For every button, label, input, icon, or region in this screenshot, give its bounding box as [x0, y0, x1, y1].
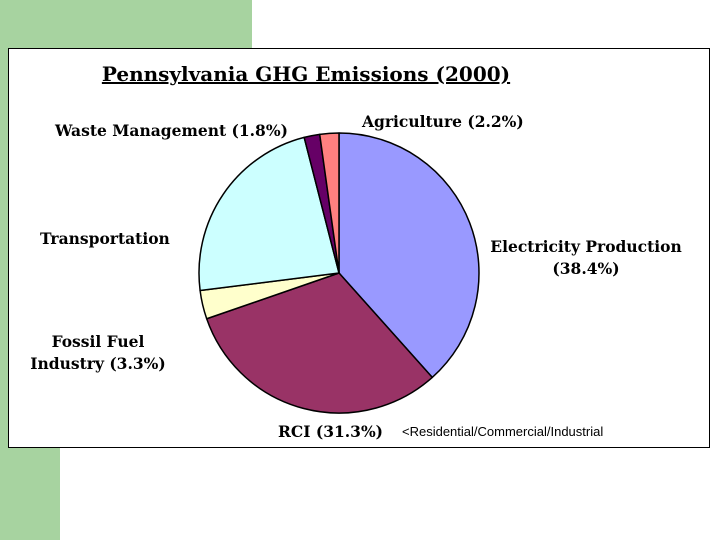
label-fossil-fuel-industry: Fossil Fuel Industry (3.3%)	[30, 331, 166, 375]
rci-annotation: <Residential/Commercial/Industrial	[402, 424, 604, 439]
label-waste-management-text: Waste Management (1.8%)	[55, 121, 288, 140]
label-agriculture: Agriculture (2.2%)	[362, 111, 524, 133]
label-transportation: Transportation	[40, 228, 170, 250]
pie-slice-transportation	[198, 136, 340, 292]
chart-title: Pennsylvania GHG Emissions (2000)	[101, 62, 511, 86]
pie-slice-electricity-production	[338, 132, 480, 379]
label-rci: RCI (31.3%)	[278, 421, 383, 443]
label-agriculture-text: Agriculture (2.2%)	[362, 112, 524, 131]
label-fossil-fuel-line2: Industry (3.3%)	[30, 354, 166, 373]
label-rci-text: RCI (31.3%)	[278, 422, 384, 441]
label-fossil-fuel-line1: Fossil Fuel	[51, 332, 145, 351]
pie-slice-agriculture	[318, 132, 340, 274]
label-electricity-production-line1: Electricity Production	[490, 237, 682, 256]
label-electricity-production: Electricity Production (38.4%)	[486, 236, 686, 280]
label-transportation-text: Transportation	[40, 229, 170, 248]
background-accent-top	[0, 0, 252, 48]
pie-slice-rci	[205, 272, 433, 414]
label-electricity-production-line2: (38.4%)	[552, 259, 620, 278]
label-waste-management: Waste Management (1.8%)	[55, 120, 288, 142]
